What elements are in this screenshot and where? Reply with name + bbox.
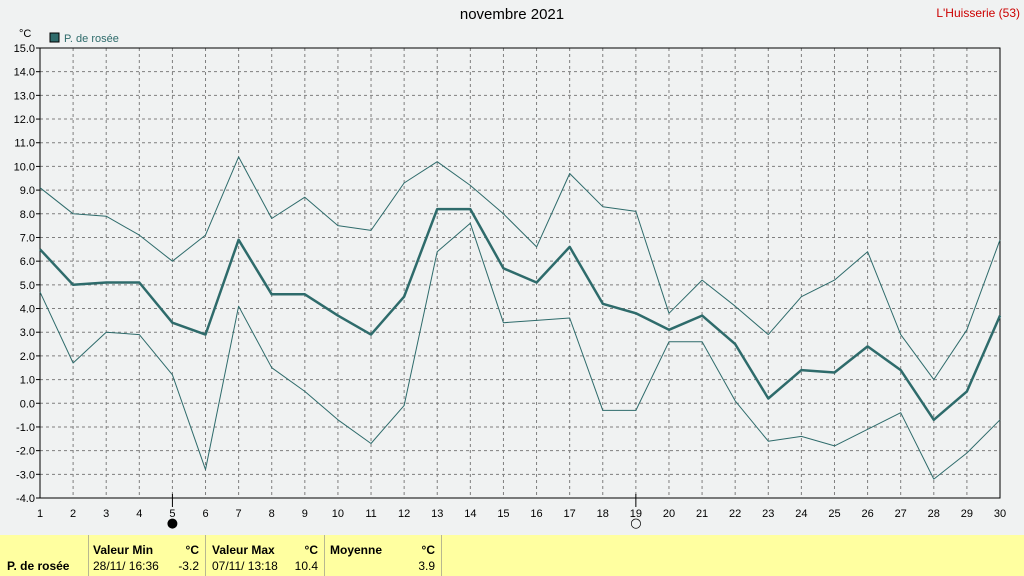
footer-label-cell: P. de rosée — [0, 535, 89, 576]
y-tick-label: 1.0 — [20, 375, 35, 387]
x-tick-label: 6 — [202, 508, 208, 520]
x-tick-label: 8 — [269, 508, 275, 520]
footer-row-label: P. de rosée — [7, 559, 70, 573]
stats-footer: P. de rosée Valeur Min °C 28/11/ 16:36 -… — [0, 535, 1024, 576]
y-tick-label: -3.0 — [16, 469, 35, 481]
new-moon-icon: ● — [167, 516, 178, 531]
mean-series-line — [39, 207, 1002, 422]
full-moon-icon: ○ — [630, 516, 641, 531]
x-tick-label: 23 — [762, 508, 774, 520]
y-tick-label: 10.0 — [14, 161, 35, 173]
x-tick-label: 29 — [961, 508, 973, 520]
x-tick-label: 25 — [828, 508, 840, 520]
y-tick-label: 2.0 — [20, 351, 35, 363]
x-tick-label: 3 — [103, 508, 109, 520]
footer-max-cell: Valeur Max °C 07/11/ 13:18 10.4 — [206, 535, 325, 576]
legend-label: P. de rosée — [64, 33, 119, 45]
y-tick-label: -1.0 — [16, 422, 35, 434]
x-tick-label: 15 — [497, 508, 509, 520]
max-header: Valeur Max — [212, 543, 275, 557]
y-tick-label: 15.0 — [14, 43, 35, 55]
plot-frame — [39, 47, 1001, 499]
x-tick-label: 26 — [861, 508, 873, 520]
y-tick-label: 12.0 — [14, 114, 35, 126]
x-tick-label: 9 — [302, 508, 308, 520]
y-tick-label: 11.0 — [14, 138, 35, 150]
y-tick-label: 3.0 — [20, 327, 35, 339]
x-tick-label: 11 — [365, 508, 376, 520]
x-tick-label: 10 — [332, 508, 344, 520]
x-tick-label: 30 — [994, 508, 1006, 520]
x-tick-label: 1 — [37, 508, 43, 520]
x-tick-label: 17 — [564, 508, 576, 520]
y-tick-label: 6.0 — [20, 256, 35, 268]
plot-area — [40, 48, 1000, 498]
dewpoint-chart: °C P. de rosée 1 2 3 4 5 6 7 8 9 10 11 12 13 14 15 16 17… — [14, 28, 1007, 531]
y-tick-label: 5.0 — [20, 280, 35, 292]
y-tick-label: 7.0 — [20, 232, 35, 244]
x-tick-label: 18 — [597, 508, 609, 520]
unit-label: °C — [19, 28, 31, 40]
x-tick-label: 2 — [70, 508, 76, 520]
x-tick-label: 28 — [928, 508, 940, 520]
legend-swatch — [49, 32, 60, 43]
y-tick-label: -2.0 — [16, 446, 35, 458]
max-date: 07/11/ 13:18 — [212, 559, 278, 573]
min-series-line — [39, 222, 1001, 480]
chart-title: novembre 2021 — [459, 6, 565, 23]
x-tick-label: 13 — [431, 508, 443, 520]
x-tick-label: 7 — [236, 508, 242, 520]
footer-avg-cell: Moyenne °C 3.9 — [325, 535, 442, 576]
max-value: 10.4 — [294, 559, 318, 573]
avg-header: Moyenne — [330, 543, 383, 557]
min-value: -3.2 — [178, 559, 199, 573]
y-tick-label: 14.0 — [14, 67, 35, 79]
x-tick-label: 24 — [795, 508, 807, 520]
y-tick-label: 8.0 — [20, 209, 35, 221]
x-tick-label: 27 — [895, 508, 907, 520]
x-tick-label: 19 — [630, 508, 642, 520]
y-tick-label: -4.0 — [16, 493, 35, 505]
x-tick-label: 14 — [464, 508, 476, 520]
min-unit: °C — [185, 543, 199, 557]
x-tick-label: 20 — [663, 508, 675, 520]
min-header: Valeur Min — [93, 543, 154, 557]
y-tick-label: 4.0 — [20, 304, 35, 316]
y-tick-label: 9.0 — [20, 185, 35, 197]
x-tick-label: 12 — [398, 508, 410, 520]
footer-min-cell: Valeur Min °C 28/11/ 16:36 -3.2 — [89, 535, 206, 576]
avg-unit: °C — [421, 543, 435, 557]
max-series-line — [39, 156, 1001, 381]
x-tick-label: 4 — [136, 508, 142, 520]
max-unit: °C — [304, 543, 318, 557]
x-tick-label: 21 — [696, 508, 708, 520]
x-tick-label: 5 — [169, 508, 175, 520]
x-tick-label: 16 — [530, 508, 542, 520]
station-name: L'Huisserie (53) — [936, 6, 1020, 20]
min-date: 28/11/ 16:36 — [93, 559, 159, 573]
avg-value: 3.9 — [418, 559, 435, 573]
y-tick-label: 0.0 — [20, 398, 35, 410]
x-tick-label: 22 — [729, 508, 741, 520]
y-tick-label: 13.0 — [14, 90, 35, 102]
